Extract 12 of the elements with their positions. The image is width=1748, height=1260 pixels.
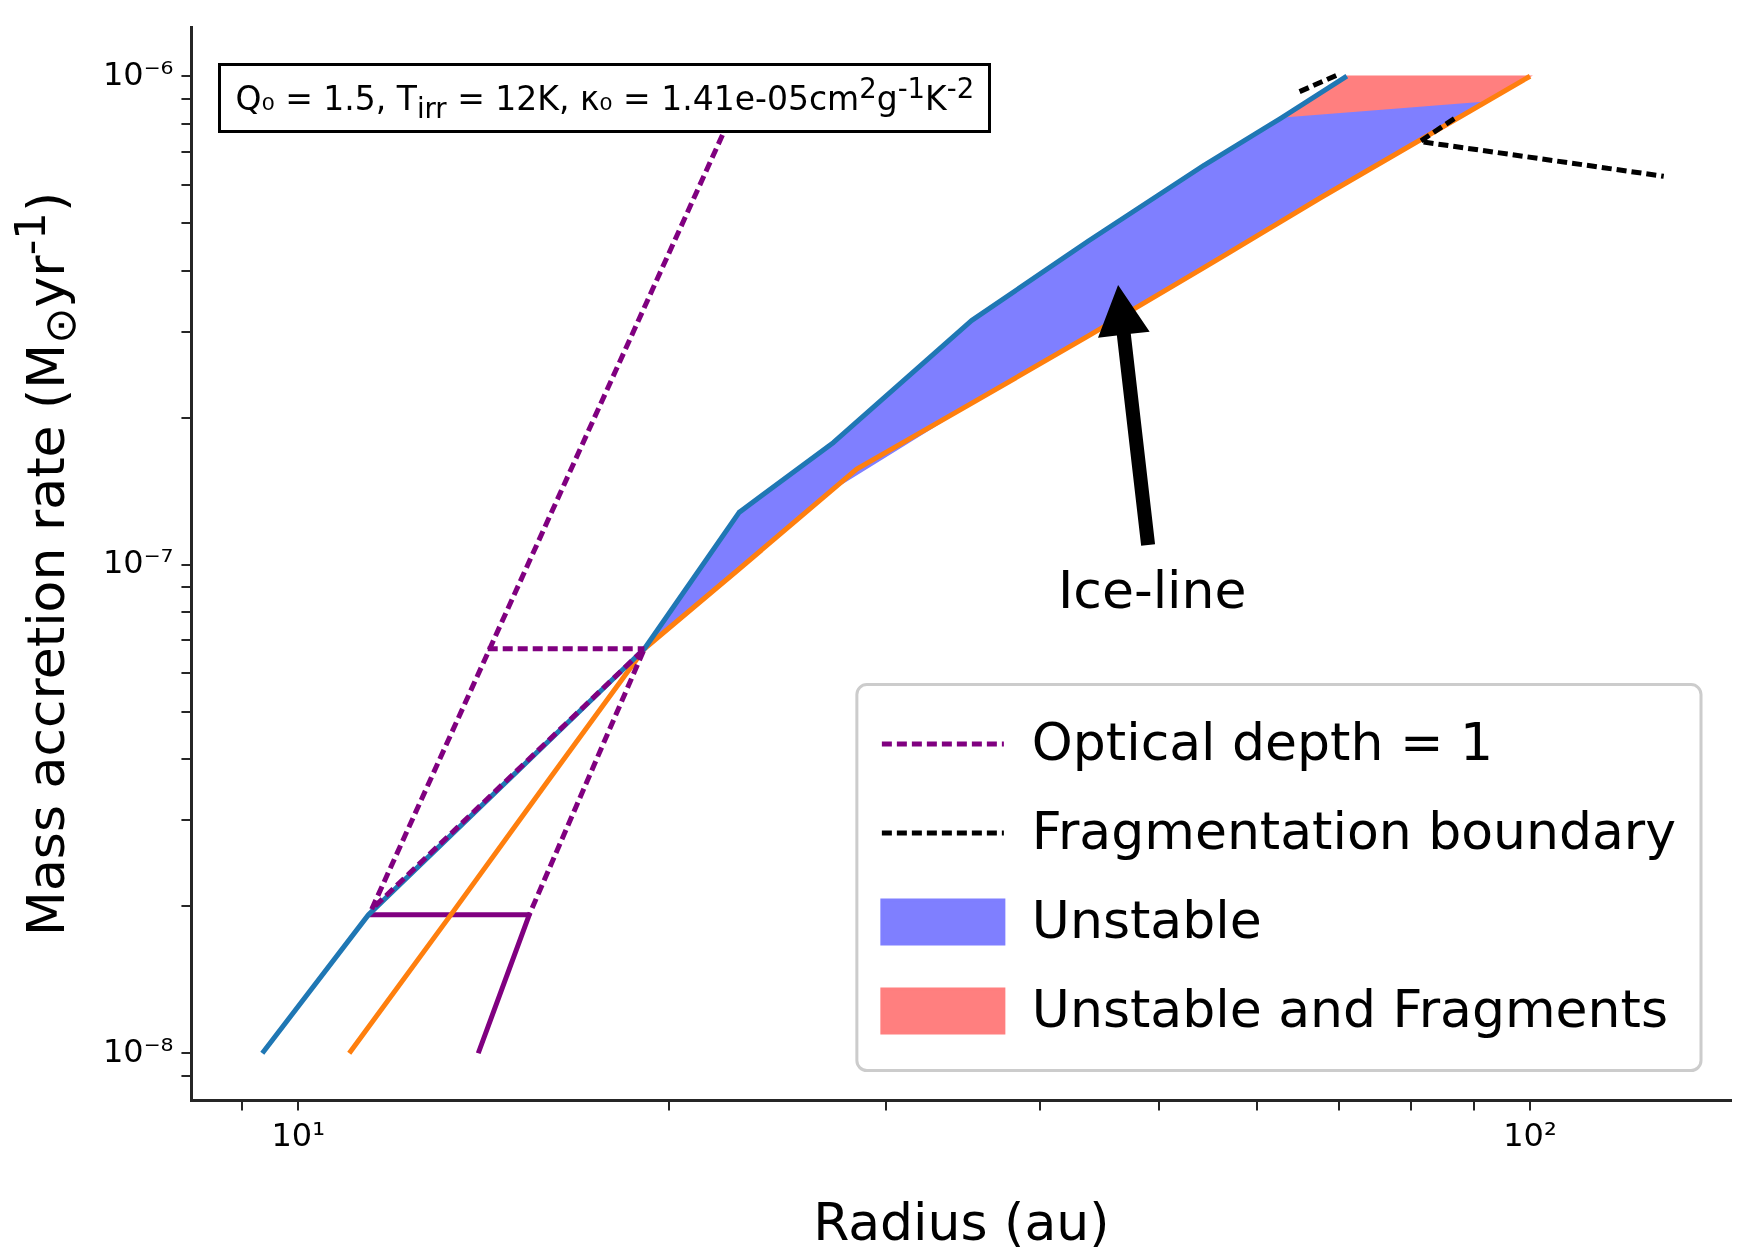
legend-label: Unstable <box>1031 889 1262 950</box>
legend-label: Optical depth = 1 <box>1031 711 1494 772</box>
y-tick-label: 10⁻⁶ <box>103 54 174 93</box>
x-tick-label: 10² <box>1503 1116 1557 1155</box>
legend-label: Unstable and Fragments <box>1031 978 1669 1039</box>
annotation: Ice-line <box>1057 560 1247 621</box>
y-tick-label: 10⁻⁷ <box>103 543 174 582</box>
legend-label: Fragmentation boundary <box>1031 800 1677 861</box>
annotation: Q₀ = 1.5, T$_{irr}$ = 12K, κ₀ = 1.41e-05cm$^{2}$g$^{-1}$K$^{-2}$ <box>218 63 992 133</box>
x-axis-title: Radius (au) <box>813 1192 1110 1252</box>
y-tick-label: 10⁻⁸ <box>103 1031 174 1070</box>
x-tick-label: 10¹ <box>271 1116 326 1155</box>
